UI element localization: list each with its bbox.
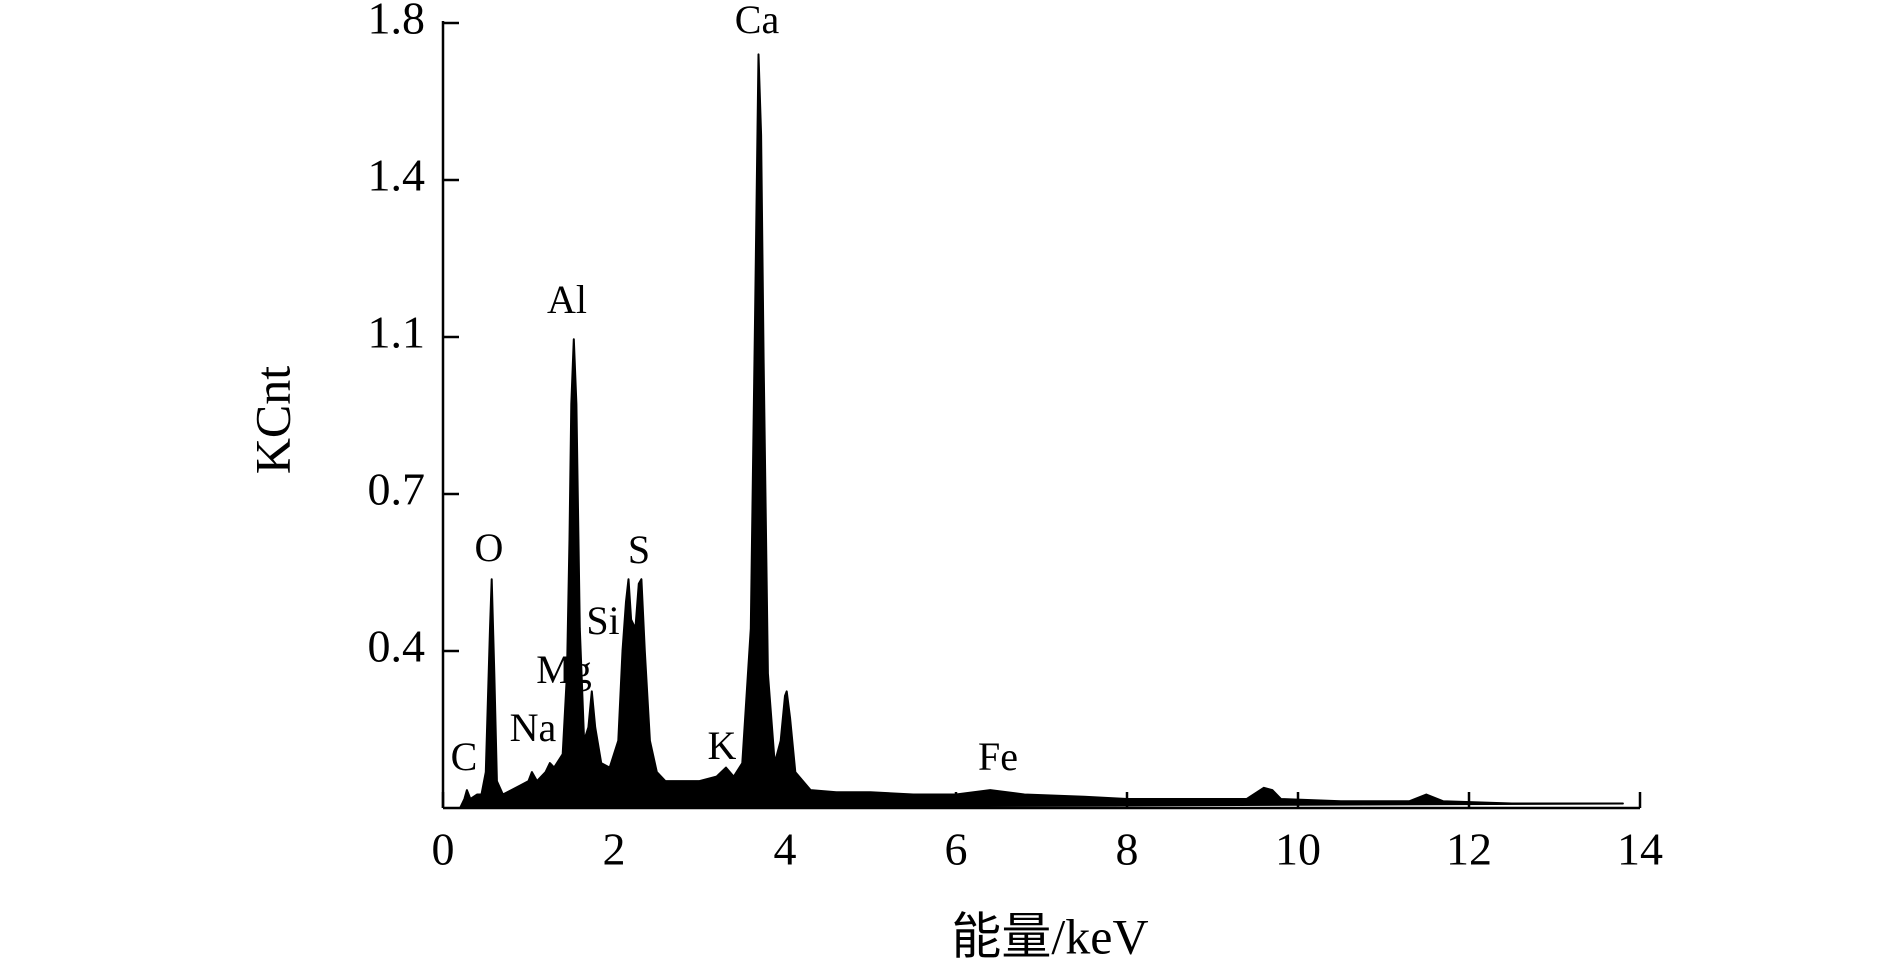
y-tick-label: 0.7 bbox=[368, 464, 426, 515]
peak-label: K bbox=[708, 723, 737, 768]
peak-label: O bbox=[475, 525, 504, 570]
y-tick-label: 0.4 bbox=[368, 621, 426, 672]
x-tick-label: 14 bbox=[1617, 824, 1663, 875]
peak-label: C bbox=[451, 734, 478, 779]
peak-label: S bbox=[628, 527, 650, 572]
x-tick-label: 10 bbox=[1275, 824, 1321, 875]
x-tick-label: 8 bbox=[1116, 824, 1139, 875]
x-axis-label: 能量/keV bbox=[951, 908, 1148, 964]
peak-label: Na bbox=[510, 705, 557, 750]
x-tick-label: 6 bbox=[945, 824, 968, 875]
x-tick-label: 0 bbox=[432, 824, 455, 875]
y-tick-label: 1.8 bbox=[368, 0, 426, 44]
y-axis-label: KCnt bbox=[244, 366, 300, 474]
spectrum bbox=[459, 53, 1624, 809]
x-tick-label: 12 bbox=[1446, 824, 1492, 875]
peak-label: Al bbox=[547, 277, 587, 322]
x-tick-label: 4 bbox=[774, 824, 797, 875]
x-tick-label: 2 bbox=[603, 824, 626, 875]
peak-label: Ca bbox=[735, 0, 780, 42]
y-tick-label: 1.4 bbox=[368, 150, 426, 201]
peak-label: Si bbox=[586, 598, 619, 643]
y-tick-label: 1.1 bbox=[368, 307, 426, 358]
peak-label: Mg bbox=[536, 647, 592, 692]
peak-label: Fe bbox=[978, 734, 1018, 779]
